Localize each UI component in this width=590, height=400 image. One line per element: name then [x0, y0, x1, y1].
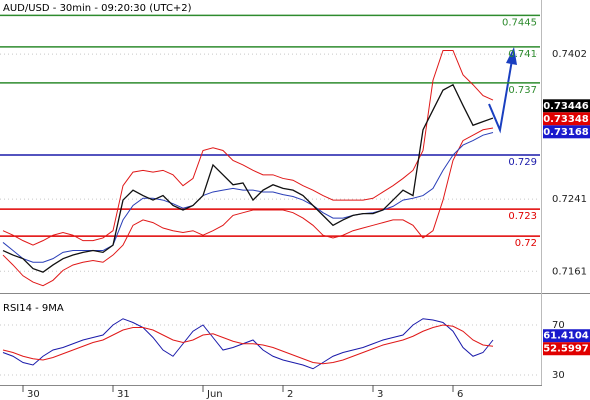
- y-tick-label: 30: [552, 370, 565, 381]
- level-label: 0.741: [508, 49, 537, 60]
- series-line: [2, 318, 494, 370]
- price-tag-label: 52.5997: [543, 344, 589, 355]
- series-line: [2, 324, 494, 365]
- x-tick-label: 30: [27, 389, 40, 400]
- x-tick-label: 6: [457, 389, 463, 400]
- y-tick-label: 70: [552, 320, 565, 331]
- x-tick-label: 3: [377, 389, 383, 400]
- price-tag: [543, 329, 590, 343]
- level-label: 0.7445: [502, 17, 537, 28]
- level-label: 0.72: [515, 238, 537, 249]
- level-label: 0.737: [508, 85, 537, 96]
- y-tick-label: 0.7241: [552, 194, 587, 205]
- x-tick-label: 31: [117, 389, 130, 400]
- price-tag-label: 61.4104: [543, 331, 589, 342]
- chart-title: AUD/USD - 30min - 09:20:30 (UTC+2): [3, 3, 192, 14]
- price-tag: [543, 342, 590, 356]
- level-label: 0.723: [508, 211, 537, 222]
- price-tag: [543, 125, 590, 139]
- x-tick-label: 2: [287, 389, 293, 400]
- series-line: [2, 127, 494, 287]
- indicator-title: RSI14 - 9MA: [3, 303, 64, 314]
- series-line: [2, 131, 494, 263]
- x-tick-label: Jun: [206, 389, 223, 400]
- price-tag-label: 0.73446: [543, 101, 589, 112]
- price-tag-label: 0.73348: [543, 114, 589, 125]
- series-line: [2, 83, 494, 273]
- price-tag-label: 0.73168: [543, 127, 589, 138]
- y-tick-label: 0.7161: [552, 266, 587, 277]
- price-tag: [543, 112, 590, 126]
- price-tag: [543, 99, 590, 113]
- y-tick-label: 0.7402: [552, 49, 587, 60]
- series-line: [2, 49, 494, 246]
- level-label: 0.729: [508, 157, 537, 168]
- arrow-head: [506, 47, 517, 65]
